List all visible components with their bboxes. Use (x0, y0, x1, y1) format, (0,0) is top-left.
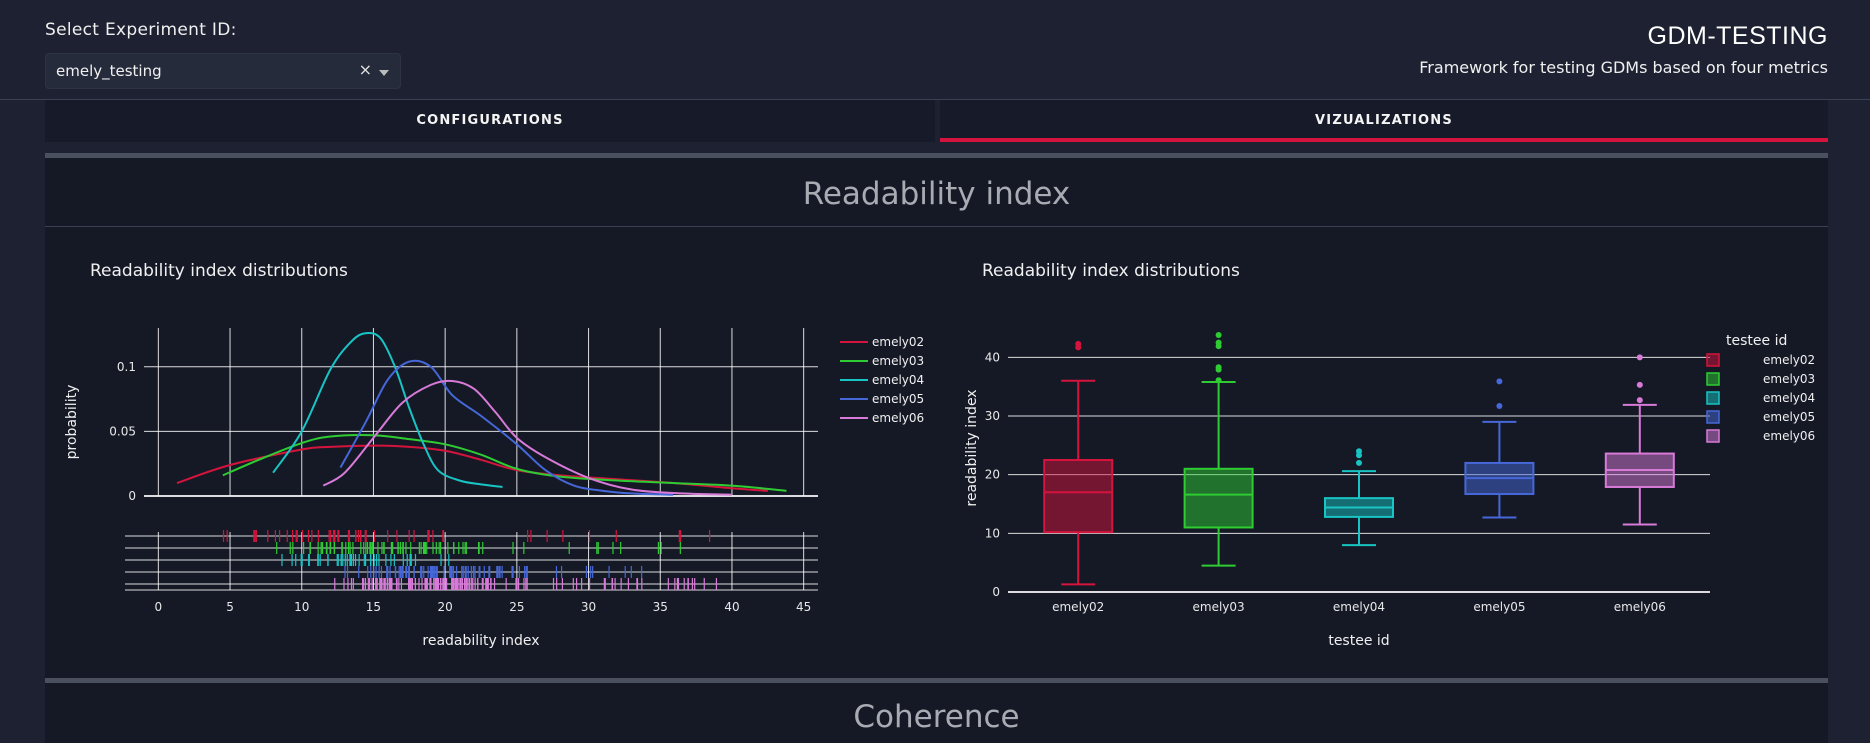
dist-chart-title: Readability index distributions (90, 261, 348, 281)
legend-title: testee id (1726, 333, 1787, 349)
legend-label: emely03 (1763, 372, 1815, 386)
box-outlier (1356, 448, 1362, 455)
box-outlier (1215, 332, 1222, 339)
x-axis-label: readability index (422, 633, 539, 649)
series-line-emely03 (222, 434, 787, 492)
legend-label: emely05 (1763, 410, 1815, 424)
x-tick-label: emely03 (1193, 600, 1245, 614)
select-experiment-label: Select Experiment ID: (45, 20, 237, 40)
x-tick-label: 45 (796, 600, 811, 614)
box-plot[interactable]: 0 10 20 30 40 emely02 emely03 emely04 emely05 eme… (960, 318, 1840, 658)
legend-label: emely04 (1763, 391, 1815, 405)
y-tick-label: 10 (985, 526, 1000, 540)
box-outlier (1636, 354, 1643, 361)
box-outlier (1215, 339, 1222, 346)
box-outlier (1636, 381, 1643, 388)
box-outlier (1075, 340, 1082, 347)
section-title: Coherence (853, 699, 1020, 735)
x-tick-label: emely02 (1052, 600, 1104, 614)
header-divider (0, 99, 1870, 100)
legend-swatch (1706, 372, 1720, 386)
y-tick-label: 20 (985, 468, 1000, 482)
y-tick-label: 0.05 (109, 424, 136, 438)
legend-label: emely04 (872, 373, 924, 387)
y-tick-label: 0 (992, 585, 1000, 599)
box-chart-title: Readability index distributions (982, 261, 1240, 281)
legend-label: emely05 (872, 392, 924, 406)
box-emely03 (1183, 467, 1254, 529)
y-tick-label: 0.1 (117, 360, 136, 374)
box-outlier (1356, 459, 1362, 466)
legend-label: emely03 (872, 354, 924, 368)
x-tick-label: emely04 (1333, 600, 1385, 614)
box-outlier (1496, 403, 1503, 410)
tab-configurations[interactable]: CONFIGURATIONS (45, 100, 935, 142)
box-outlier (1496, 378, 1503, 385)
y-tick-label: 0 (128, 489, 136, 503)
x-tick-label: 10 (294, 600, 309, 614)
y-axis-label: readability index (964, 389, 980, 506)
experiment-id-dropdown[interactable]: emely_testing × (45, 53, 401, 89)
x-tick-label: 35 (653, 600, 668, 614)
legend-label: emely02 (872, 335, 924, 349)
chevron-down-icon[interactable] (379, 70, 389, 76)
app-subtitle: Framework for testing GDMs based on four… (1419, 58, 1828, 77)
x-tick-label: 40 (724, 600, 739, 614)
legend-swatch (1706, 429, 1720, 443)
clear-icon[interactable]: × (358, 60, 372, 79)
section-rule (45, 226, 1828, 227)
box-outlier (1215, 364, 1222, 371)
x-tick-label: 5 (226, 600, 234, 614)
experiment-id-value: emely_testing (56, 62, 162, 80)
x-tick-label: 15 (366, 600, 381, 614)
legend-label: emely02 (1763, 353, 1815, 367)
series-line-emely04 (272, 332, 503, 488)
x-tick-label: 20 (438, 600, 453, 614)
y-axis-label: probability (64, 385, 80, 460)
section-title: Readability index (802, 176, 1071, 212)
legend-label: emely06 (1763, 429, 1815, 443)
tab-vizualizations[interactable]: VIZUALIZATIONS (940, 100, 1828, 142)
box-emely02 (1043, 459, 1114, 534)
distribution-plot[interactable]: 0 5 10 15 20 25 30 35 40 45 0 0.05 0.1 readability in… (60, 318, 940, 658)
x-axis-label: testee id (1328, 633, 1389, 649)
x-tick-label: 30 (581, 600, 596, 614)
legend-label: emely06 (872, 411, 924, 425)
y-tick-label: 40 (985, 350, 1000, 364)
series-line-emely06 (322, 379, 732, 496)
box-outlier (1215, 377, 1222, 384)
app-title: GDM-TESTING (1647, 22, 1828, 50)
x-tick-label: 0 (155, 600, 163, 614)
coherence-section: Coherence (45, 683, 1828, 743)
box-outlier (1356, 452, 1362, 459)
series-line-emely05 (339, 359, 674, 496)
x-tick-label: 25 (509, 600, 524, 614)
section-divider (45, 678, 1828, 683)
legend-swatch (1706, 391, 1720, 405)
box-outlier (1636, 397, 1643, 404)
section-divider (45, 153, 1828, 158)
x-tick-label: emely06 (1614, 600, 1666, 614)
y-tick-label: 30 (985, 409, 1000, 423)
legend-swatch (1706, 410, 1720, 424)
legend-swatch (1706, 353, 1720, 367)
x-tick-label: emely05 (1473, 600, 1525, 614)
